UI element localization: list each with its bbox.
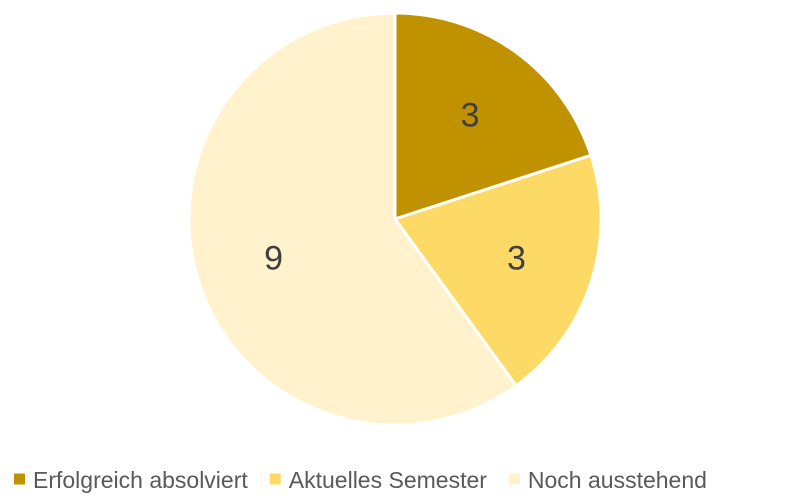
pie-slice-2 [187, 11, 518, 427]
legend-label-2: Noch ausstehend [528, 467, 707, 493]
legend-swatch-1 [269, 473, 281, 485]
legend-swatch-0 [14, 473, 25, 485]
pie-data-label-0: 3 [461, 97, 480, 135]
legend-label-1: Aktuelles Semester [289, 467, 487, 493]
chart-legend: Erfolgreich absolviert Aktuelles Semester… [14, 467, 707, 493]
pie-slice-0 [393, 11, 593, 221]
pie-slices [187, 11, 603, 427]
pie-data-labels: 3 3 9 [264, 97, 526, 278]
pie-data-label-2: 9 [264, 239, 283, 277]
pie-data-label-1: 3 [507, 239, 526, 277]
legend-swatch-2 [508, 473, 520, 485]
pie-slice-1 [393, 153, 603, 388]
legend-label-0: Erfolgreich absolviert [33, 467, 248, 493]
